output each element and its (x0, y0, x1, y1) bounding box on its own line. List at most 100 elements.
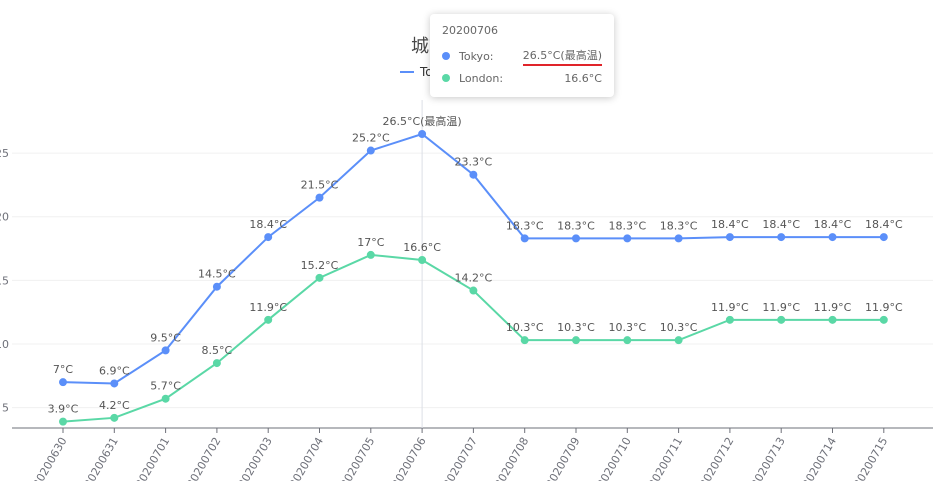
data-label-london: 10.3°C (557, 321, 595, 334)
axis-layer: 5 10 15 20 25 20200630 20200631 20200701 2020070… (0, 147, 933, 485)
x-tick-label: 20200631 (82, 435, 121, 481)
data-label-london: 11.9°C (762, 301, 800, 314)
data-point-london[interactable] (879, 315, 888, 324)
data-label-london: 11.9°C (249, 301, 287, 314)
x-tick-label: 20200711 (646, 435, 685, 481)
data-label-tokyo: 21.5°C (301, 179, 339, 192)
x-tick-label: 20200704 (287, 435, 326, 481)
data-point-london[interactable] (520, 336, 529, 345)
data-label-london: 3.9°C (48, 403, 79, 416)
data-point-london[interactable] (161, 394, 170, 403)
x-tick-label: 20200703 (236, 435, 275, 481)
data-label-layer: 7°C 6.9°C 9.5°C 14.5°C 18.4°C 21.5°C 25.2°C 26.… (48, 114, 903, 416)
data-label-london: 17°C (357, 236, 384, 249)
data-label-london: 10.3°C (660, 321, 698, 334)
data-point-tokyo[interactable] (828, 233, 837, 242)
data-point-london[interactable] (572, 336, 580, 345)
data-point-london[interactable] (828, 315, 837, 324)
data-point-london[interactable] (623, 336, 632, 345)
data-label-tokyo: 7°C (53, 363, 73, 376)
data-label-tokyo: 18.4°C (249, 218, 287, 231)
x-tick-label: 20200707 (441, 435, 480, 481)
data-point-london[interactable] (469, 286, 478, 295)
data-label-tokyo: 18.4°C (711, 218, 749, 231)
data-point-tokyo[interactable] (879, 233, 888, 242)
data-point-london[interactable] (674, 336, 683, 345)
x-tick-label: 20200701 (133, 435, 172, 481)
data-point-london[interactable] (264, 315, 273, 324)
data-label-tokyo: 14.5°C (198, 268, 236, 281)
data-label-london: 15.2°C (301, 259, 339, 272)
x-tick-label: 20200630 (30, 435, 69, 481)
tooltip-value-london: 16.6°C (564, 71, 602, 85)
x-tick-label: 20200708 (492, 435, 531, 481)
series-layer (59, 130, 888, 426)
data-label-tokyo: 23.3°C (455, 156, 493, 169)
tooltip-row-tokyo: Tokyo: 26.5°C(最高温) (442, 45, 602, 67)
y-tick-label: 20 (0, 211, 9, 224)
data-point-tokyo[interactable] (418, 130, 427, 138)
x-tick-label: 20200710 (595, 435, 634, 481)
tooltip-name-tokyo: Tokyo: (459, 49, 494, 63)
tooltip-dot-london (442, 74, 450, 82)
data-point-tokyo[interactable] (469, 170, 478, 179)
data-point-london[interactable] (366, 250, 375, 259)
data-point-tokyo[interactable] (315, 193, 324, 202)
tooltip-row-london: London: 16.6°C (442, 67, 602, 89)
data-label-london: 8.5°C (202, 344, 233, 357)
x-tick-label: 20200706 (389, 435, 428, 481)
data-label-tokyo: 18.3°C (506, 219, 544, 232)
data-point-tokyo[interactable] (161, 346, 170, 355)
data-point-tokyo[interactable] (777, 233, 786, 242)
data-label-tokyo: 9.5°C (150, 331, 181, 344)
data-label-london: 11.9°C (814, 301, 852, 314)
data-label-tokyo: 18.3°C (660, 219, 698, 232)
data-point-tokyo[interactable] (366, 146, 375, 155)
data-label-tokyo: 18.4°C (814, 218, 852, 231)
data-point-tokyo[interactable] (520, 234, 529, 243)
data-point-tokyo[interactable] (264, 233, 273, 242)
data-label-tokyo: 18.3°C (608, 219, 646, 232)
data-point-london[interactable] (110, 413, 119, 422)
data-point-london[interactable] (59, 417, 67, 426)
data-point-tokyo[interactable] (212, 282, 221, 291)
data-label-london: 16.6°C (403, 241, 441, 254)
grid-layer (12, 152, 933, 409)
tooltip-dot-tokyo (442, 52, 450, 60)
data-point-tokyo[interactable] (110, 379, 119, 388)
tooltip: 20200706 Tokyo: 26.5°C(最高温) London: 16.6… (430, 14, 614, 97)
tooltip-value-tokyo: 26.5°C(最高温) (522, 47, 602, 66)
data-label-tokyo: 18.3°C (557, 219, 595, 232)
tooltip-name-london: London: (459, 71, 504, 85)
data-label-tokyo: 18.4°C (762, 218, 800, 231)
data-label-london: 10.3°C (506, 321, 544, 334)
x-tick-label: 20200712 (697, 435, 736, 481)
data-point-london[interactable] (315, 273, 324, 282)
x-tick-label: 20200713 (749, 435, 788, 481)
tooltip-title: 20200706 (442, 24, 498, 37)
x-tick-label: 20200709 (543, 435, 582, 481)
data-label-london: 4.2°C (99, 399, 130, 412)
data-point-tokyo[interactable] (623, 234, 632, 243)
data-label-tokyo: 25.2°C (352, 132, 390, 145)
data-point-london[interactable] (777, 315, 786, 324)
data-label-london: 11.9°C (865, 301, 903, 314)
data-point-london[interactable] (418, 256, 427, 264)
data-point-tokyo[interactable] (572, 234, 580, 243)
data-label-tokyo: 6.9°C (99, 364, 130, 377)
data-point-london[interactable] (725, 315, 734, 324)
x-tick-label: 20200702 (184, 435, 223, 481)
data-point-tokyo[interactable] (725, 233, 734, 242)
y-tick-label: 10 (0, 338, 9, 351)
data-point-tokyo[interactable] (674, 234, 683, 243)
y-tick-label: 15 (0, 274, 9, 287)
data-point-tokyo[interactable] (59, 378, 67, 387)
x-tick-label: 20200714 (800, 435, 839, 481)
y-tick-label: 5 (2, 402, 9, 415)
data-point-london[interactable] (212, 359, 221, 368)
x-tick-label: 20200715 (851, 435, 890, 481)
data-label-london: 11.9°C (711, 301, 749, 314)
data-label-tokyo: 18.4°C (865, 218, 903, 231)
